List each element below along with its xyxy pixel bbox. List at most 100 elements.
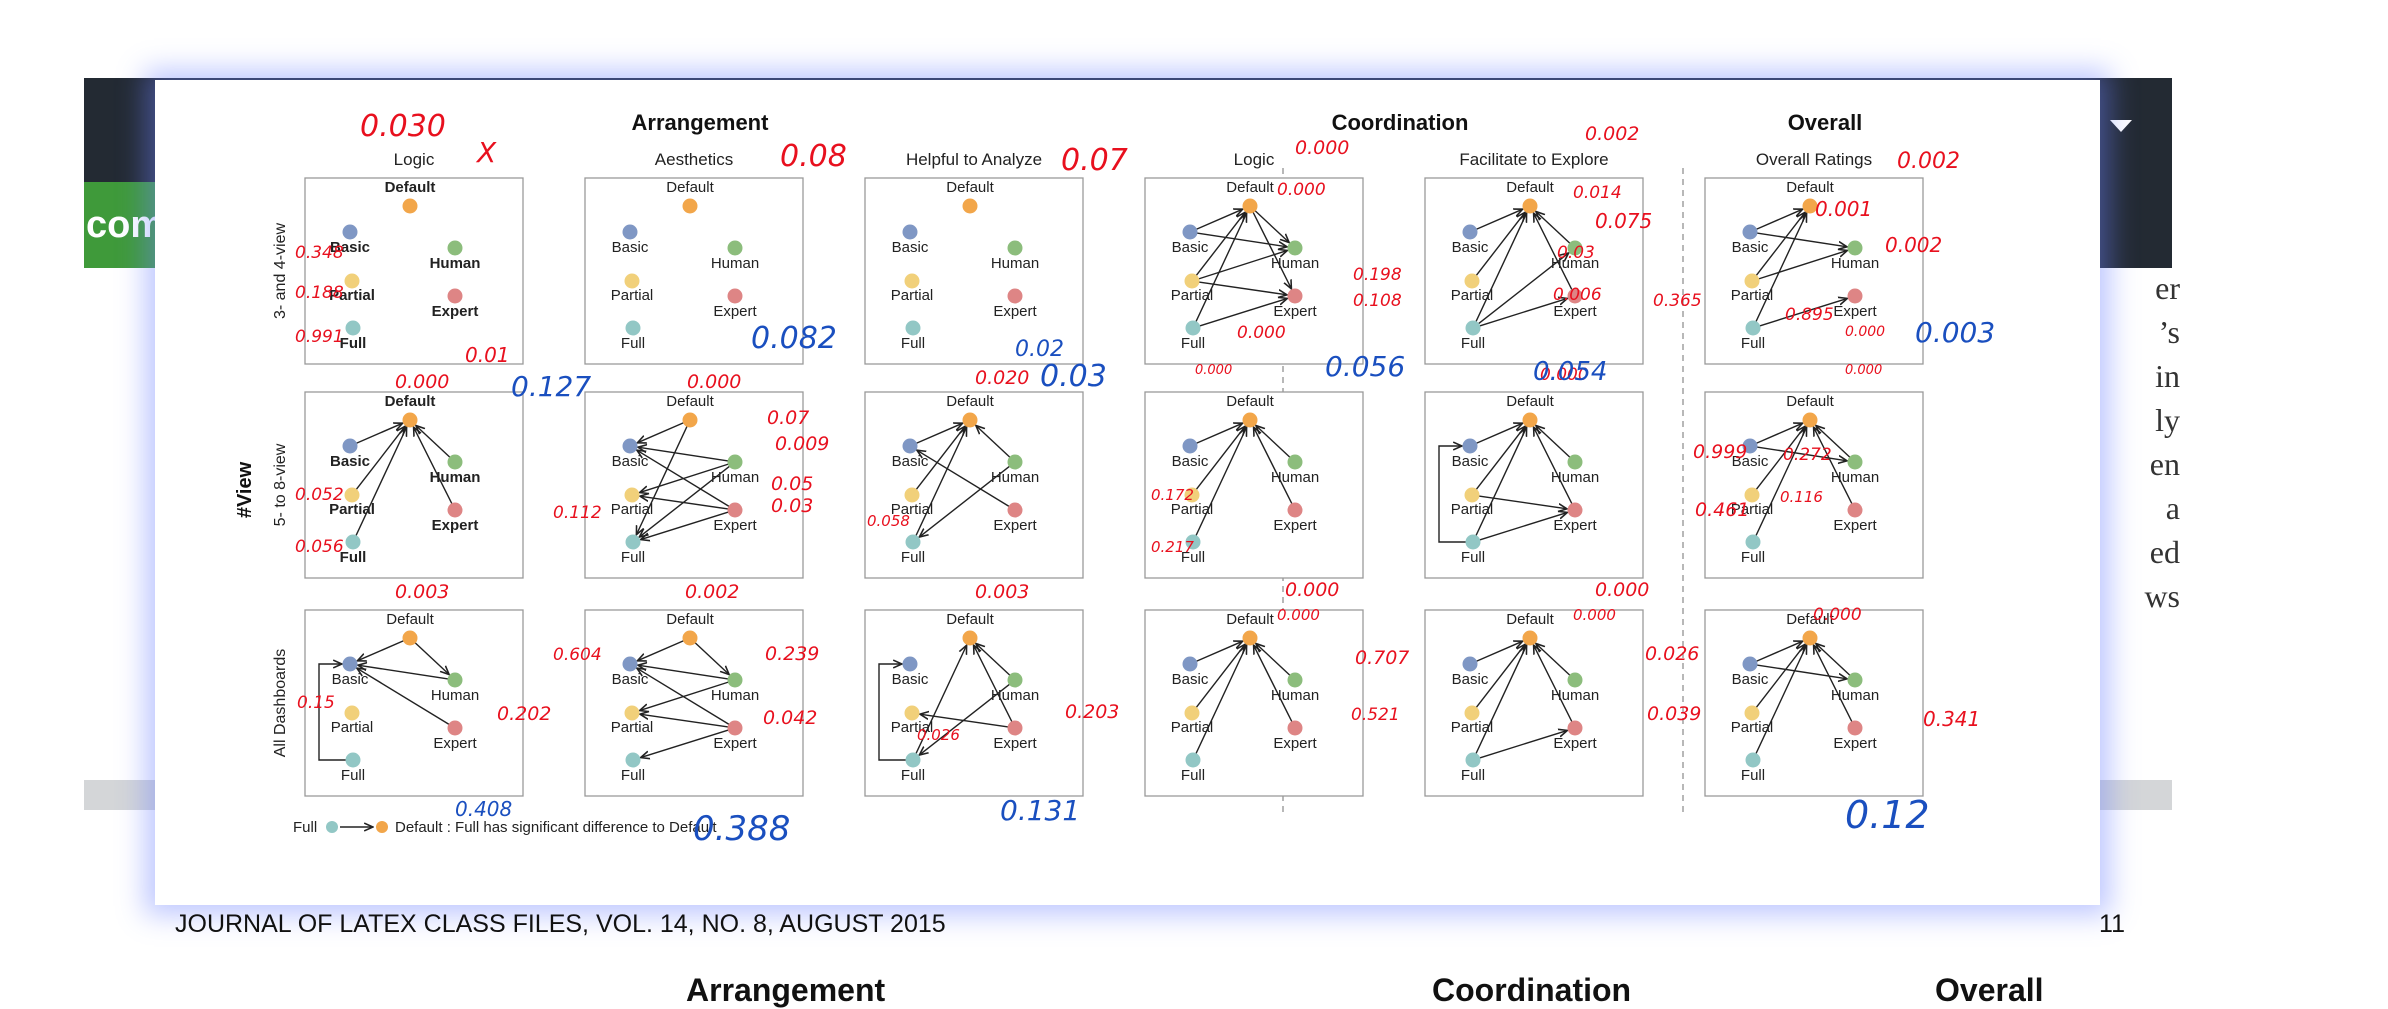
node-partial bbox=[624, 487, 640, 503]
node-partial bbox=[1184, 273, 1200, 289]
significance-arrow bbox=[1756, 664, 1847, 679]
significance-arrow bbox=[1475, 644, 1525, 708]
handwritten-annotation-red: 0.217 bbox=[1151, 538, 1194, 556]
node-human bbox=[1287, 672, 1303, 688]
node-partial bbox=[624, 273, 640, 289]
significance-arrow bbox=[1479, 512, 1568, 541]
significance-arrow bbox=[637, 640, 684, 661]
significance-arrow bbox=[636, 426, 688, 534]
handwritten-annotation-red: 0.000 bbox=[687, 371, 741, 393]
node-default bbox=[1242, 630, 1258, 646]
handwritten-annotation-blue: 0.054 bbox=[1533, 357, 1607, 387]
significance-arrow bbox=[1254, 210, 1289, 243]
node-full bbox=[625, 752, 641, 768]
node-full bbox=[905, 752, 921, 768]
node-partial bbox=[1744, 273, 1760, 289]
legend-text: Default : Full has significant differenc… bbox=[395, 819, 717, 836]
node-basic bbox=[1742, 438, 1758, 454]
node-full bbox=[1745, 534, 1761, 550]
significance-arrow bbox=[638, 665, 729, 680]
node-label: Basic bbox=[892, 671, 929, 688]
node-basic bbox=[342, 656, 358, 672]
significance-arrow bbox=[976, 425, 1011, 458]
node-basic bbox=[1182, 224, 1198, 240]
node-expert bbox=[1287, 502, 1303, 518]
node-label: Human bbox=[430, 255, 481, 272]
significance-arrow bbox=[1195, 213, 1247, 322]
legend-from-label: Full bbox=[293, 819, 317, 836]
node-full bbox=[905, 534, 921, 550]
significance-arrow bbox=[1199, 298, 1288, 327]
node-label: Expert bbox=[713, 517, 757, 534]
node-label: Expert bbox=[1273, 517, 1317, 534]
node-human bbox=[727, 240, 743, 256]
handwritten-annotation-red: 0.991 bbox=[295, 327, 344, 347]
node-basic bbox=[1742, 224, 1758, 240]
node-basic bbox=[622, 438, 638, 454]
node-label: Expert bbox=[993, 735, 1037, 752]
column-title: Helpful to Analyze bbox=[906, 150, 1042, 169]
node-label: Partial bbox=[891, 719, 934, 736]
node-label: Expert bbox=[1553, 735, 1597, 752]
handwritten-annotation-red: 0.05 bbox=[771, 473, 813, 495]
node-label: Partial bbox=[331, 719, 374, 736]
node-expert bbox=[1007, 720, 1023, 736]
node-partial bbox=[1464, 705, 1480, 721]
significance-arrow bbox=[1756, 209, 1802, 230]
node-label: Default bbox=[385, 393, 436, 410]
handwritten-annotation-red: 0.058 bbox=[867, 512, 910, 530]
row-title: All Dashboards bbox=[272, 649, 289, 758]
handwritten-annotation-red: 0.006 bbox=[1553, 285, 1602, 305]
handwritten-annotation-red: 0.020 bbox=[975, 367, 1029, 389]
significance-arrow bbox=[1476, 641, 1522, 662]
background-text-line: en bbox=[2149, 446, 2180, 482]
node-full bbox=[1745, 752, 1761, 768]
significance-arrow bbox=[1476, 423, 1522, 444]
node-label: Partial bbox=[329, 287, 375, 304]
node-expert bbox=[727, 720, 743, 736]
handwritten-annotation-red: 0.202 bbox=[497, 703, 551, 725]
node-human bbox=[1567, 672, 1583, 688]
significance-arrow bbox=[1195, 427, 1247, 536]
significance-arrow bbox=[1475, 212, 1525, 276]
significance-arrow bbox=[1195, 212, 1245, 276]
node-full bbox=[1185, 752, 1201, 768]
significance-arrow bbox=[1755, 644, 1805, 708]
handwritten-annotation-red: 0.002 bbox=[1885, 233, 1942, 257]
node-basic bbox=[622, 224, 638, 240]
node-label: Partial bbox=[1171, 501, 1214, 518]
node-default bbox=[402, 198, 418, 214]
node-label: Default bbox=[1506, 179, 1554, 196]
node-label: Basic bbox=[612, 671, 649, 688]
handwritten-annotation-red: 0.000 bbox=[395, 371, 449, 393]
handwritten-annotation-red: 0.108 bbox=[1353, 291, 1402, 311]
handwritten-annotation-red: 0.188 bbox=[295, 283, 344, 303]
significance-arrow bbox=[916, 423, 962, 444]
significance-arrow bbox=[641, 729, 729, 758]
node-partial bbox=[624, 705, 640, 721]
significance-arrow bbox=[1252, 211, 1291, 289]
node-label: Basic bbox=[892, 239, 929, 256]
chevron-down-icon[interactable] bbox=[2110, 120, 2132, 132]
next-group-title-overall: Overall bbox=[1935, 972, 2044, 1008]
node-full bbox=[345, 752, 361, 768]
row-title: 3- and 4-view bbox=[272, 223, 289, 319]
handwritten-annotation-red: 0.000 bbox=[1540, 365, 1589, 385]
significance-arrow bbox=[1756, 641, 1802, 662]
significance-arrow bbox=[357, 668, 450, 725]
significance-arrow bbox=[641, 511, 729, 540]
node-expert bbox=[447, 720, 463, 736]
green-tab-label: com bbox=[86, 204, 165, 246]
handwritten-annotation-blue: 0.03 bbox=[1040, 359, 1107, 394]
significance-arrow bbox=[356, 423, 402, 444]
legend-default-node bbox=[376, 821, 388, 833]
node-basic bbox=[1742, 656, 1758, 672]
handwritten-annotation-red: 0.15 bbox=[297, 693, 335, 713]
node-basic bbox=[622, 656, 638, 672]
handwritten-annotation-red: 0.075 bbox=[1595, 209, 1652, 233]
background-text-line: in bbox=[2155, 358, 2180, 394]
group-title: Arrangement bbox=[632, 110, 770, 135]
handwritten-annotation-red: 0.365 bbox=[1653, 291, 1702, 311]
node-label: Basic bbox=[1732, 239, 1769, 256]
significance-arrow bbox=[1755, 427, 1807, 536]
